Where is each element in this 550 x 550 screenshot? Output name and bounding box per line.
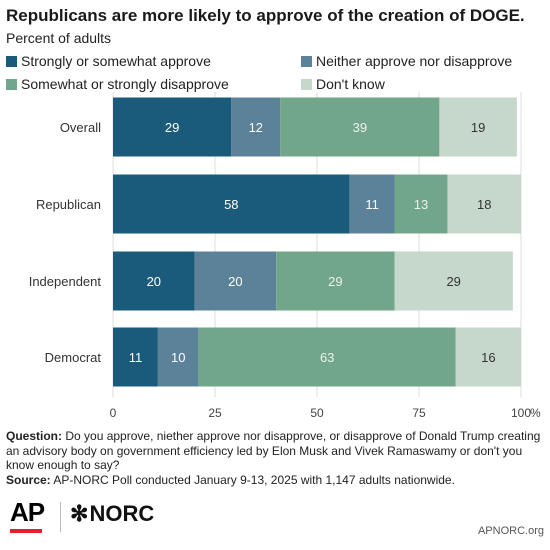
data-label-republican-series-3: 18 <box>477 197 491 212</box>
bar-independent-series-2 <box>276 251 395 311</box>
data-label-overall-series-3: 19 <box>471 120 485 135</box>
data-label-overall-series-1: 12 <box>249 120 263 135</box>
bar-republican-series-2 <box>394 174 448 234</box>
legend-swatch-approve <box>6 56 17 67</box>
bar-overall-series-1 <box>231 97 281 157</box>
data-label-republican-series-0: 58 <box>224 197 238 212</box>
bar-independent-series-0 <box>113 251 195 311</box>
x-tick-label-75: 75 <box>412 406 426 420</box>
data-label-overall-series-0: 29 <box>165 120 179 135</box>
category-label-democrat: Democrat <box>45 350 102 365</box>
data-label-independent-series-1: 20 <box>228 274 242 289</box>
stacked-bar-chart: Overall 29 12 39 19 Republican 58 11 13 18 Indepen… <box>29 92 541 420</box>
data-label-democrat-series-1: 10 <box>171 350 185 365</box>
legend-label-dont-know: Don't know <box>316 76 385 92</box>
logo-divider <box>60 502 61 532</box>
bar-overall-series-3 <box>439 97 517 157</box>
bar-republican-series-0 <box>113 174 350 234</box>
data-label-republican-series-2: 13 <box>414 197 428 212</box>
bar-democrat-series-0 <box>113 327 158 387</box>
x-tick-label-100: 100 <box>511 406 531 420</box>
bar-democrat-series-1 <box>157 327 199 387</box>
data-label-independent-series-3: 29 <box>446 274 460 289</box>
category-label-overall: Overall <box>60 120 101 135</box>
bar-democrat-series-3 <box>455 327 521 387</box>
ap-logo-underline <box>10 529 42 533</box>
bar-republican-series-1 <box>349 174 395 234</box>
bar-overall-series-0 <box>113 97 232 157</box>
bar-republican-series-3 <box>447 174 521 234</box>
legend-item-approve: Strongly or somewhat approve <box>6 53 211 69</box>
legend-swatch-disapprove <box>6 79 17 90</box>
chart-footer: Question: Do you approve, niether approv… <box>6 429 542 487</box>
question-text: Do you approve, niether approve nor disa… <box>6 429 541 472</box>
data-label-overall-series-2: 39 <box>353 120 367 135</box>
asterisk-star-icon: ✻ <box>70 501 89 526</box>
x-unit-label: % <box>530 406 541 420</box>
bar-democrat-series-2 <box>198 327 456 387</box>
x-tick-label-0: 0 <box>110 406 117 420</box>
x-tick-label-50: 50 <box>310 406 324 420</box>
apnorc-site-link[interactable]: APNORC.org <box>477 525 544 537</box>
legend-item-neither: Neither approve nor disapprove <box>301 53 512 69</box>
source-text: AP-NORC Poll conducted January 9-13, 202… <box>53 472 455 487</box>
legend-label-disapprove: Somewhat or strongly disapprove <box>21 76 229 92</box>
legend-item-disapprove: Somewhat or strongly disapprove <box>6 76 229 92</box>
data-label-democrat-series-0: 11 <box>129 350 143 365</box>
x-tick-label-25: 25 <box>208 406 222 420</box>
bar-overall-series-2 <box>280 97 440 157</box>
question-label: Question: <box>6 429 62 443</box>
legend-swatch-neither <box>301 56 312 67</box>
legend-label-neither: Neither approve nor disapprove <box>316 53 513 69</box>
norc-logo: ✻NORC <box>70 501 154 527</box>
legend-swatch-dont-know <box>301 79 312 90</box>
data-label-democrat-series-3: 16 <box>481 350 495 365</box>
data-label-republican-series-1: 11 <box>365 197 379 212</box>
question-note: Question: Do you approve, niether approv… <box>6 429 542 473</box>
category-label-independent: Independent <box>29 274 102 289</box>
bar-independent-series-3 <box>394 251 513 311</box>
norc-logo-text: NORC <box>89 501 155 526</box>
source-note: Source: AP-NORC Poll conducted January 9… <box>6 473 542 488</box>
source-label: Source: <box>6 472 51 487</box>
bar-independent-series-1 <box>194 251 277 311</box>
chart-title: Republicans are more likely to approve o… <box>6 6 525 25</box>
legend-item-dont-know: Don't know <box>301 76 385 92</box>
ap-logo: AP <box>10 497 45 527</box>
chart-subtitle: Percent of adults <box>6 30 112 46</box>
data-label-independent-series-2: 29 <box>328 274 342 289</box>
data-label-democrat-series-2: 63 <box>320 350 334 365</box>
category-label-republican: Republican <box>36 197 101 212</box>
legend-label-approve: Strongly or somewhat approve <box>21 53 211 69</box>
data-label-independent-series-0: 20 <box>147 274 161 289</box>
